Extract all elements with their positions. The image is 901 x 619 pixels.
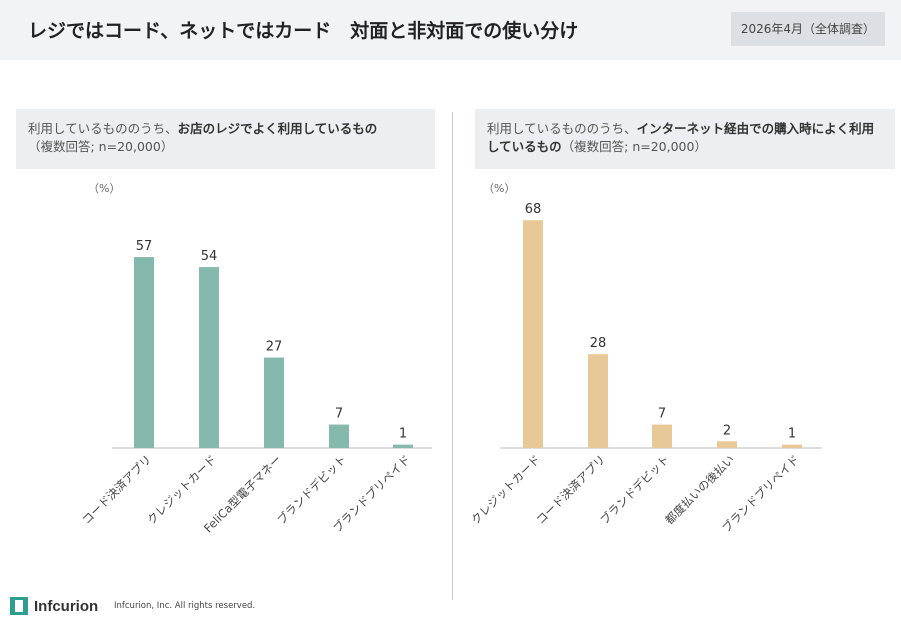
left-panel-emphasis: お店のレジでよく利用しているもの xyxy=(177,121,378,136)
right-category-label: コード決済アプリ xyxy=(533,452,608,527)
left-bar xyxy=(199,267,219,448)
right-bar xyxy=(523,220,543,448)
page-title: レジではコード、ネットではカード 対面と非対面での使い分け xyxy=(28,20,579,42)
right-category-label: 都度払いの後払い xyxy=(662,452,737,527)
left-data-label: 1 xyxy=(399,427,407,442)
left-bar xyxy=(393,444,413,448)
right-bar xyxy=(782,444,802,448)
left-data-label: 57 xyxy=(136,239,153,254)
left-category-label: クレジットカード xyxy=(144,452,219,527)
right-panel-emphasis: インターネット経由での購入時によく利用しているもの xyxy=(487,121,875,154)
right-panel-suffix: （複数回答; n=20,000） xyxy=(561,139,707,154)
left-panel-suffix: （複数回答; n=20,000） xyxy=(28,139,174,154)
left-data-label: 7 xyxy=(335,407,343,422)
right-data-label: 7 xyxy=(658,407,666,422)
date-badge: 2026年4月（全体調査） xyxy=(730,12,885,46)
header-bar: レジではコード、ネットではカード 対面と非対面での使い分け 2026年4月（全体… xyxy=(0,0,901,60)
company-logo: Infcurion xyxy=(10,596,98,616)
logo-mark-icon xyxy=(10,597,28,615)
left-category-label: ブランドデビット xyxy=(274,452,349,527)
right-data-label: 1 xyxy=(788,427,796,442)
panel-divider xyxy=(452,112,453,600)
right-data-label: 68 xyxy=(525,202,542,217)
left-panel-prefix: 利用しているもののうち、 xyxy=(28,121,178,136)
left-bar xyxy=(329,424,349,448)
right-panel-header: 利用しているもののうち、インターネット経由での購入時によく利用しているもの（複数… xyxy=(475,109,895,169)
left-data-label: 54 xyxy=(201,249,218,264)
left-panel-header: 利用しているもののうち、お店のレジでよく利用しているもの （複数回答; n=20… xyxy=(16,109,435,169)
right-panel-prefix: 利用しているもののうち、 xyxy=(487,121,637,136)
left-bar xyxy=(264,357,284,448)
right-bar xyxy=(652,424,672,448)
right-data-label: 28 xyxy=(590,336,607,351)
logo-text: Infcurion xyxy=(34,597,99,615)
left-data-label: 27 xyxy=(266,340,283,355)
left-category-label: コード決済アプリ xyxy=(79,452,154,527)
right-data-label: 2 xyxy=(723,423,731,438)
right-unit-label: （%） xyxy=(483,182,516,195)
right-category-label: ブランドデビット xyxy=(597,452,672,527)
right-bar xyxy=(717,441,737,448)
copyright: Infcurion, Inc. All rights reserved. xyxy=(114,601,256,611)
right-bar xyxy=(588,354,608,448)
left-bar xyxy=(134,257,154,448)
left-unit-label: （%） xyxy=(88,182,121,195)
right-category-label: クレジットカード xyxy=(468,452,543,527)
